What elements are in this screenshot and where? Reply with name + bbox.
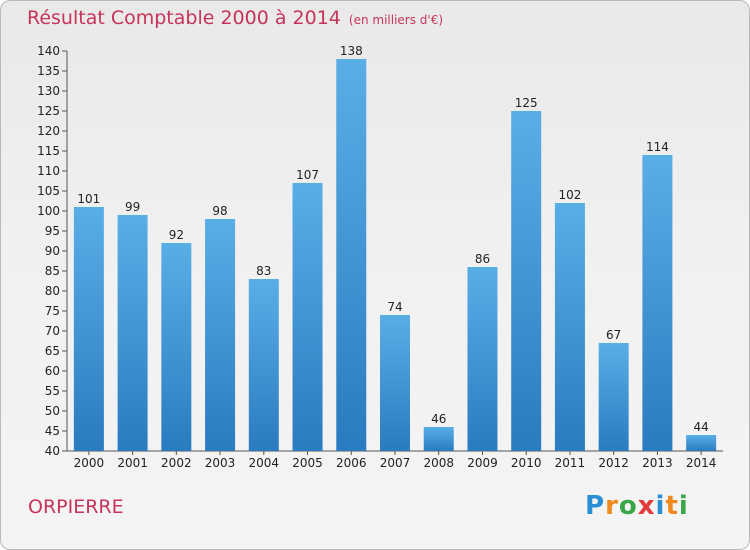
bar-value-label: 83 [256, 264, 271, 278]
chart-title: Résultat Comptable 2000 à 2014 (en millie… [27, 7, 443, 29]
x-tick-label: 2000 [74, 456, 105, 470]
bar [336, 59, 367, 451]
y-tick-label: 50 [45, 404, 60, 418]
bar [292, 183, 323, 451]
logo-letter: i [655, 491, 666, 521]
bar [511, 111, 542, 451]
x-tick-label: 2003 [205, 456, 236, 470]
x-tick-label: 2008 [423, 456, 454, 470]
y-tick-label: 95 [45, 224, 60, 238]
logo-letter: r [605, 491, 619, 521]
y-tick-label: 40 [45, 444, 60, 458]
bar [380, 315, 410, 451]
bar-value-label: 46 [431, 412, 446, 426]
bar-value-label: 74 [387, 300, 402, 314]
y-tick-label: 125 [37, 104, 60, 118]
bar [423, 427, 454, 451]
bar-value-label: 102 [558, 188, 581, 202]
bar [117, 215, 148, 451]
x-tick-label: 2011 [555, 456, 586, 470]
y-tick-label: 105 [37, 184, 60, 198]
bar [642, 155, 673, 451]
x-tick-label: 2002 [161, 456, 192, 470]
bar [686, 435, 717, 451]
bar [248, 279, 279, 451]
y-tick-label: 45 [45, 424, 60, 438]
x-tick-label: 2005 [292, 456, 323, 470]
bar [467, 267, 498, 451]
bar-value-label: 86 [475, 252, 490, 266]
y-tick-label: 70 [45, 324, 60, 338]
bar-value-label: 99 [125, 200, 140, 214]
chart-subtitle: (en milliers d'€) [348, 13, 444, 27]
bar-value-label: 114 [646, 140, 669, 154]
x-tick-label: 2012 [598, 456, 629, 470]
x-tick-label: 2013 [642, 456, 673, 470]
y-tick-label: 120 [37, 124, 60, 138]
y-tick-label: 135 [37, 64, 60, 78]
x-tick-label: 2009 [467, 456, 498, 470]
logo-letter: o [618, 491, 638, 521]
x-tick-label: 2001 [117, 456, 148, 470]
y-tick-label: 80 [45, 284, 60, 298]
bar [598, 343, 629, 451]
y-tick-label: 65 [45, 344, 60, 358]
y-tick-label: 130 [37, 84, 60, 98]
bar [161, 243, 192, 451]
proxiti-logo: Proxiti [585, 491, 689, 521]
bar-value-label: 44 [693, 420, 708, 434]
x-tick-label: 2004 [249, 456, 280, 470]
y-tick-label: 140 [37, 44, 60, 58]
y-tick-label: 85 [45, 264, 60, 278]
bar-value-label: 98 [212, 204, 227, 218]
x-tick-label: 2014 [686, 456, 717, 470]
bar-value-label: 107 [296, 168, 319, 182]
bar-value-label: 138 [340, 44, 363, 58]
bar [205, 219, 236, 451]
y-tick-label: 110 [37, 164, 60, 178]
logo-letter: P [585, 491, 606, 521]
x-tick-label: 2007 [380, 456, 411, 470]
bar-value-label: 92 [169, 228, 184, 242]
commune-name: ORPIERRE [28, 496, 124, 518]
bar [73, 207, 104, 451]
y-tick-label: 55 [45, 384, 60, 398]
bar-value-label: 67 [606, 328, 621, 342]
y-tick-label: 60 [45, 364, 60, 378]
x-tick-label: 2006 [336, 456, 367, 470]
logo-letter: t [665, 491, 679, 521]
bar-value-label: 125 [515, 96, 538, 110]
logo-letter: i [678, 491, 689, 521]
bar-value-label: 101 [77, 192, 100, 206]
x-tick-label: 2010 [511, 456, 542, 470]
bar [554, 203, 585, 451]
chart-title-text: Résultat Comptable 2000 à 2014 [27, 7, 341, 29]
logo-letter: x [637, 491, 656, 521]
y-tick-label: 115 [37, 144, 60, 158]
y-tick-label: 75 [45, 304, 60, 318]
y-tick-label: 90 [45, 244, 60, 258]
y-tick-label: 100 [37, 204, 60, 218]
